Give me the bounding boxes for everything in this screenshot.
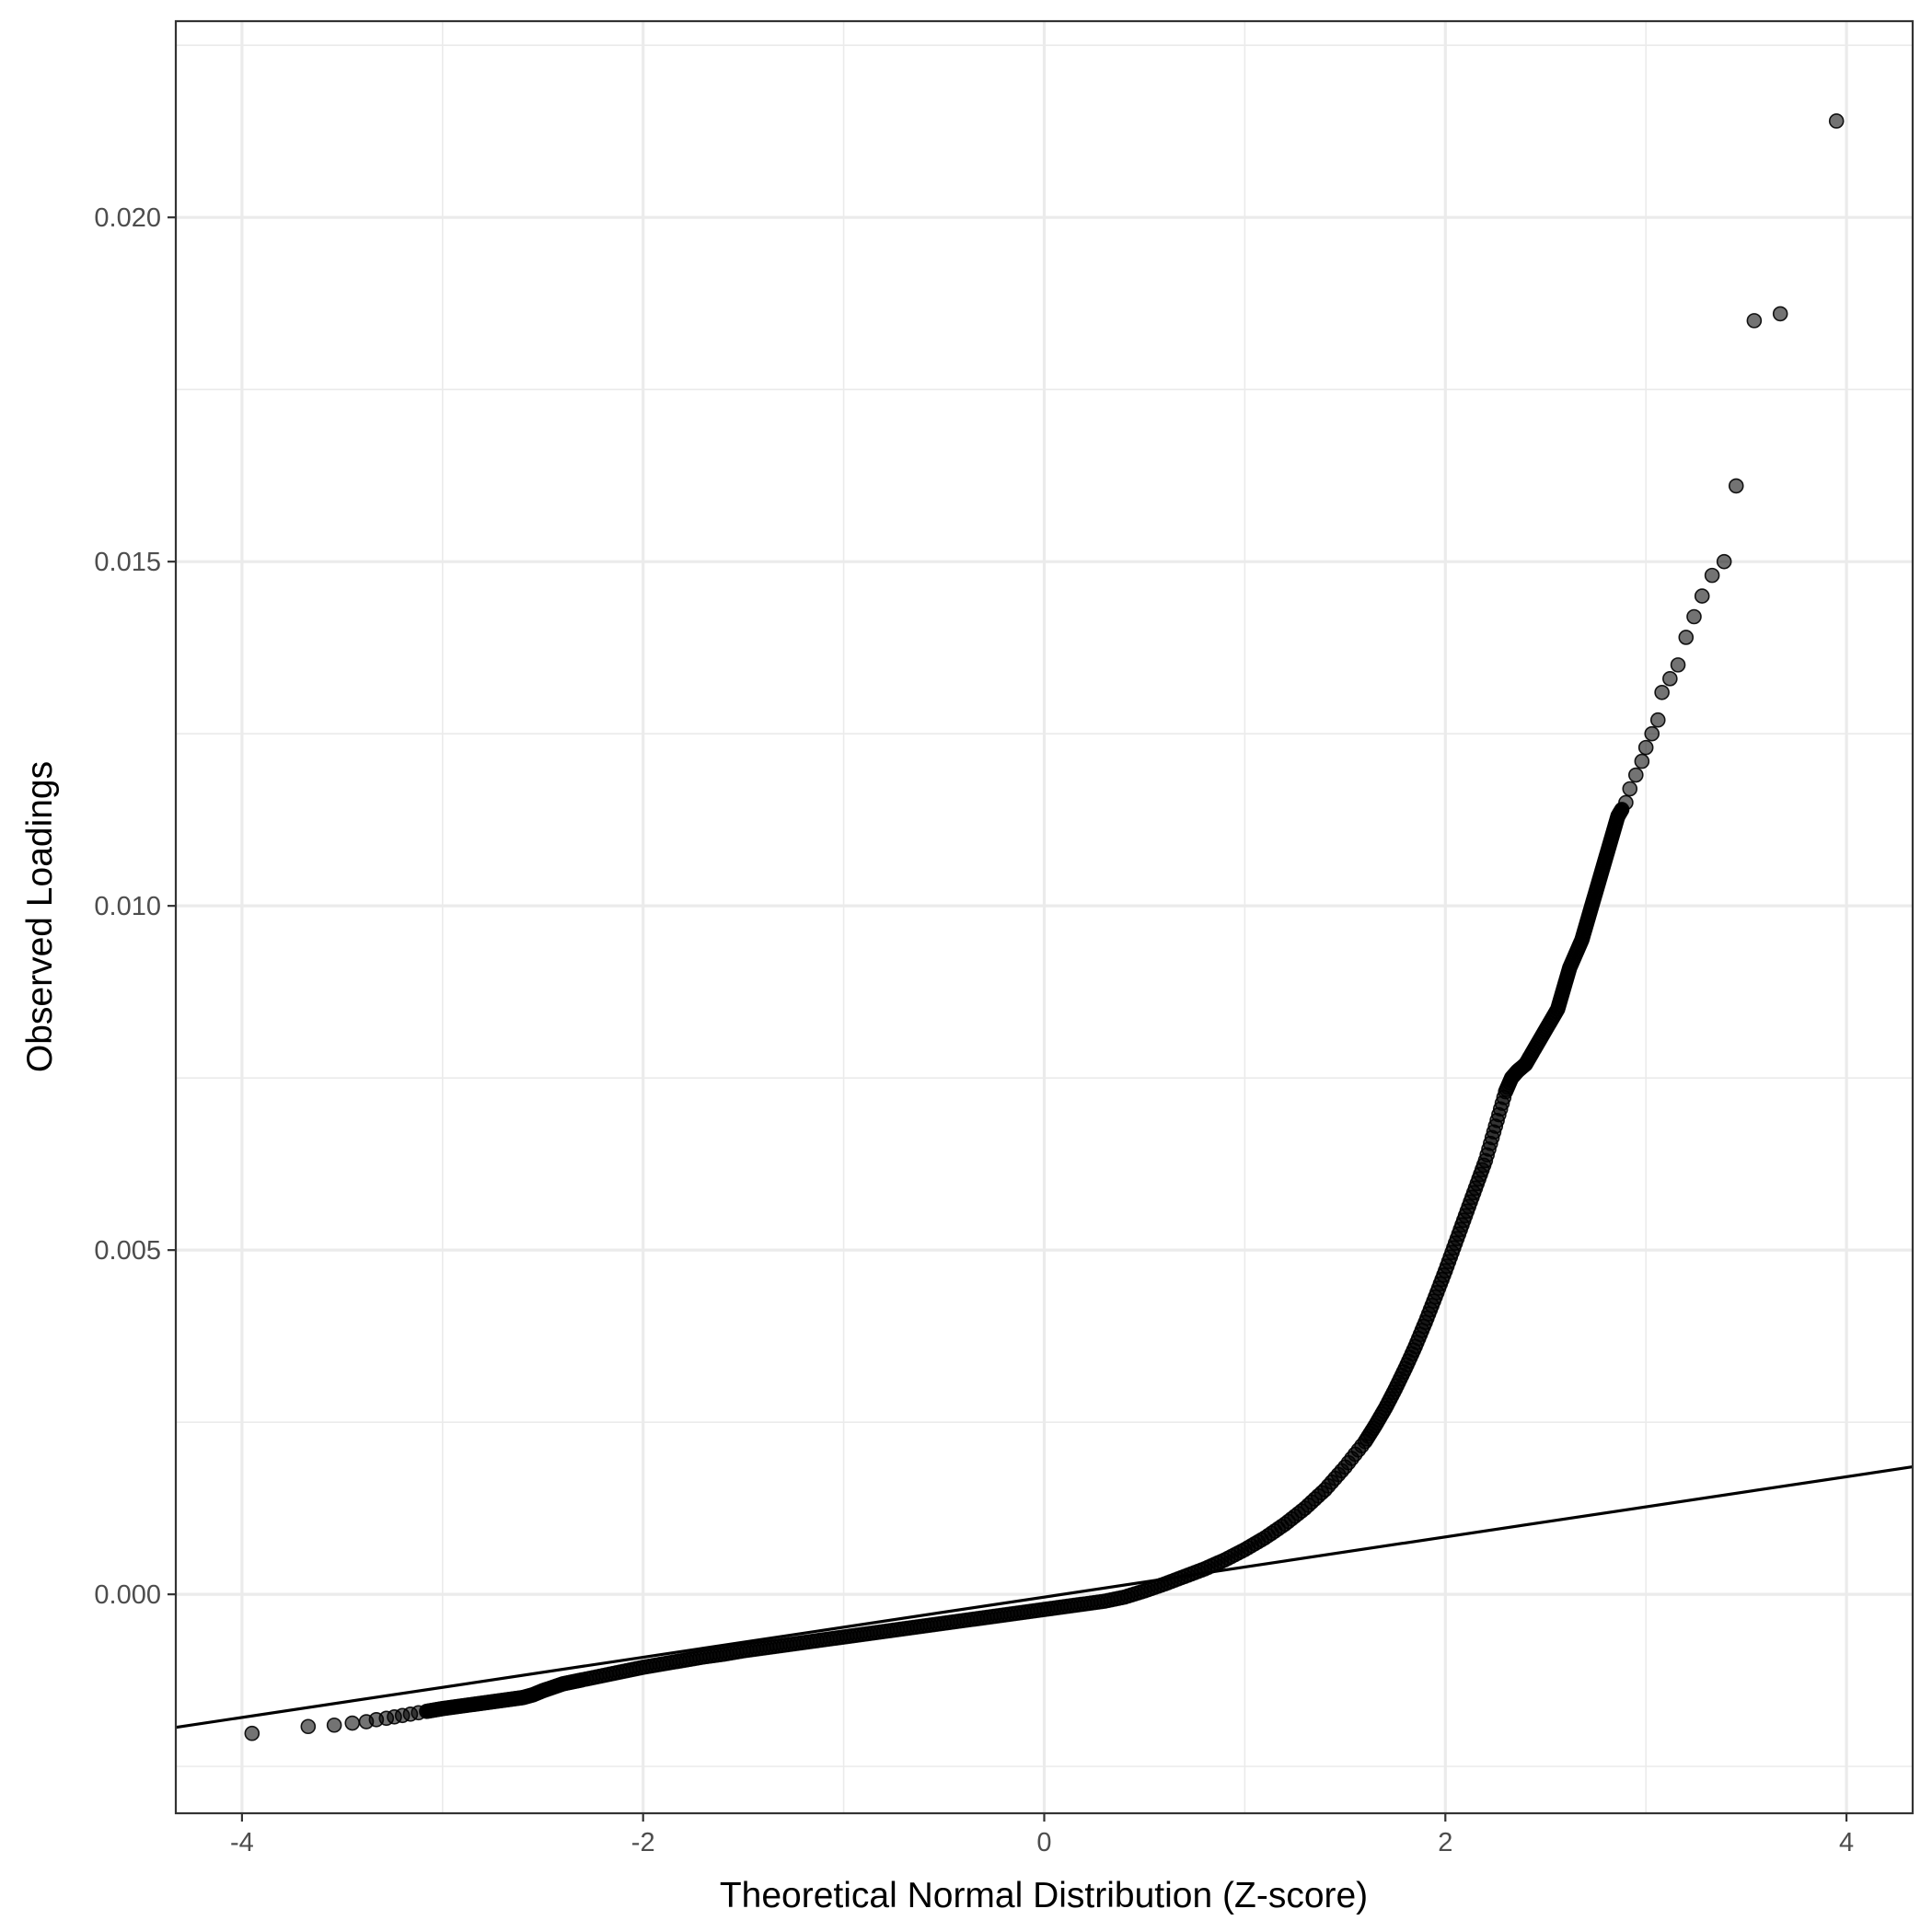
data-point xyxy=(1828,113,1845,129)
data-point xyxy=(1654,684,1670,700)
qq-reference-line xyxy=(175,1465,1914,1730)
data-point xyxy=(1728,478,1744,494)
data-point xyxy=(244,1725,260,1741)
x-tick-label: -4 xyxy=(230,1828,254,1857)
data-point xyxy=(344,1715,361,1731)
x-tick-label: 4 xyxy=(1839,1828,1854,1857)
data-point xyxy=(1618,794,1634,811)
data-point xyxy=(1622,781,1638,797)
data-point xyxy=(326,1717,342,1733)
data-point xyxy=(1634,753,1650,769)
x-tick-label: 0 xyxy=(1036,1828,1051,1857)
y-tick-label: 0.010 xyxy=(94,892,161,921)
y-axis-ticks: 0.000 0.005 0.010 0.015 0.020 xyxy=(94,203,176,1610)
x-axis-title: Theoretical Normal Distribution (Z-score… xyxy=(720,1876,1368,1915)
data-point xyxy=(1649,711,1666,728)
y-tick-label: 0.020 xyxy=(94,203,161,233)
x-tick-label: 2 xyxy=(1438,1828,1452,1857)
data-point xyxy=(1678,630,1695,645)
data-point xyxy=(1772,306,1788,322)
data-point xyxy=(1644,725,1660,742)
data-point xyxy=(300,1718,317,1735)
data-point xyxy=(1628,767,1644,783)
y-axis-title: Observed Loadings xyxy=(20,761,60,1072)
data-point xyxy=(1637,739,1654,756)
data-point xyxy=(1686,608,1702,625)
y-tick-label: 0.000 xyxy=(94,1580,161,1610)
reference-line-group xyxy=(175,1465,1914,1730)
data-point xyxy=(1716,553,1732,570)
major-gridlines xyxy=(176,21,1913,1813)
data-points xyxy=(244,113,1845,1741)
y-tick-label: 0.015 xyxy=(94,548,161,577)
x-axis-ticks: -4 -2 0 2 4 xyxy=(230,1813,1854,1857)
data-point xyxy=(1694,588,1710,604)
data-point xyxy=(1704,567,1720,584)
data-point xyxy=(1746,313,1763,329)
data-point xyxy=(1670,657,1686,673)
y-tick-label: 0.005 xyxy=(94,1236,161,1266)
x-tick-label: -2 xyxy=(631,1828,655,1857)
data-point xyxy=(1662,671,1678,687)
